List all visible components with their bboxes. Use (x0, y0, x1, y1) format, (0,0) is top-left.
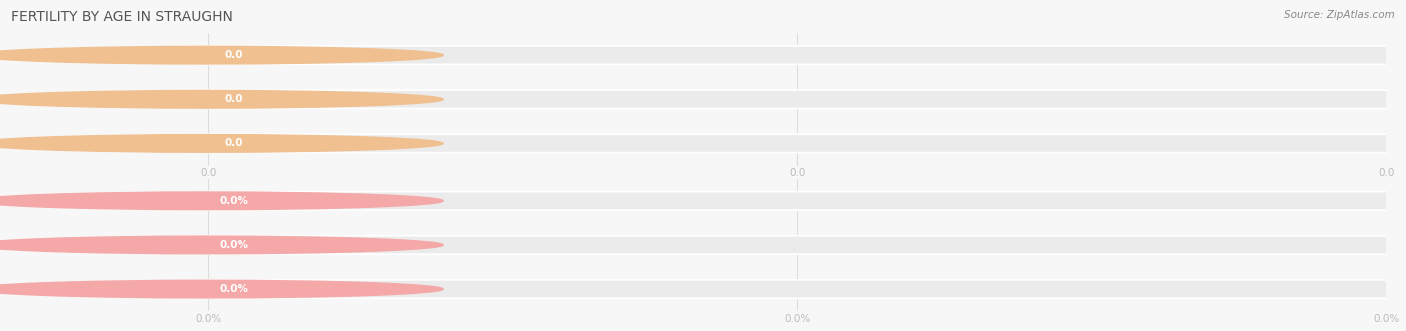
Circle shape (0, 280, 443, 298)
Text: Source: ZipAtlas.com: Source: ZipAtlas.com (1284, 10, 1395, 20)
Text: 0.0: 0.0 (225, 50, 243, 60)
FancyBboxPatch shape (187, 134, 1406, 153)
Text: 0.0: 0.0 (225, 138, 243, 148)
Circle shape (0, 135, 443, 152)
Circle shape (0, 46, 443, 64)
FancyBboxPatch shape (187, 280, 1406, 298)
FancyBboxPatch shape (187, 192, 1406, 210)
Circle shape (0, 236, 443, 254)
Circle shape (0, 90, 443, 108)
Text: FERTILITY BY AGE IN STRAUGHN: FERTILITY BY AGE IN STRAUGHN (11, 10, 233, 24)
FancyBboxPatch shape (187, 236, 1406, 254)
FancyBboxPatch shape (187, 46, 1406, 64)
Text: 0.0%: 0.0% (219, 284, 249, 294)
Circle shape (0, 192, 443, 210)
FancyBboxPatch shape (187, 90, 1406, 109)
Text: 0.0%: 0.0% (219, 196, 249, 206)
Text: 0.0%: 0.0% (219, 240, 249, 250)
Text: 0.0: 0.0 (225, 94, 243, 104)
